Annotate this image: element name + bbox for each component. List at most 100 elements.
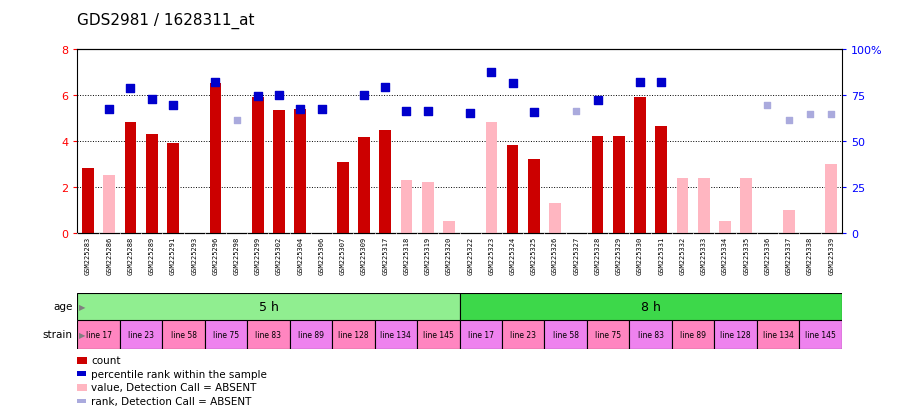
Text: GSM225307: GSM225307 — [339, 236, 346, 275]
Point — [314, 106, 329, 113]
Bar — [544, 320, 587, 349]
Text: GSM225323: GSM225323 — [489, 236, 494, 275]
Bar — [634, 98, 646, 233]
Bar — [400, 180, 412, 233]
Bar — [672, 320, 714, 349]
Text: line 23: line 23 — [128, 330, 154, 339]
Text: GSM225289: GSM225289 — [148, 236, 155, 275]
Bar — [783, 210, 794, 233]
Bar — [677, 178, 688, 233]
Bar — [630, 320, 672, 349]
Text: GSM225335: GSM225335 — [743, 236, 749, 275]
Text: GSM225324: GSM225324 — [510, 236, 516, 275]
Text: GSM225327: GSM225327 — [573, 236, 580, 275]
Point — [527, 109, 541, 116]
Bar — [443, 222, 455, 233]
Point — [463, 111, 478, 117]
Text: 5 h: 5 h — [258, 300, 278, 313]
Bar — [77, 320, 120, 349]
Text: line 145: line 145 — [805, 330, 836, 339]
Text: GSM225293: GSM225293 — [191, 236, 197, 275]
Text: GSM225322: GSM225322 — [467, 236, 473, 275]
Text: GSM225331: GSM225331 — [658, 236, 664, 275]
Bar — [205, 320, 248, 349]
Bar — [719, 222, 731, 233]
Bar — [332, 320, 375, 349]
Point — [569, 108, 583, 115]
Text: GSM225333: GSM225333 — [701, 236, 707, 275]
Text: GSM225328: GSM225328 — [594, 236, 601, 275]
Text: GSM225334: GSM225334 — [722, 236, 728, 275]
Bar — [486, 123, 497, 233]
Bar — [82, 169, 94, 233]
Bar — [587, 320, 630, 349]
Text: GSM225339: GSM225339 — [828, 236, 834, 275]
Bar — [460, 293, 842, 320]
Text: GSM225337: GSM225337 — [785, 236, 792, 275]
Text: percentile rank within the sample: percentile rank within the sample — [91, 369, 267, 379]
Bar — [592, 137, 603, 233]
Point — [654, 80, 669, 86]
Text: line 75: line 75 — [213, 330, 239, 339]
Text: GSM225291: GSM225291 — [170, 236, 176, 275]
Bar — [714, 320, 757, 349]
Text: line 17: line 17 — [468, 330, 494, 339]
Point — [166, 102, 180, 109]
Text: GSM225336: GSM225336 — [764, 236, 771, 275]
Text: GSM225298: GSM225298 — [234, 236, 239, 275]
Text: GSM225283: GSM225283 — [85, 236, 91, 275]
Bar — [655, 126, 667, 233]
Text: line 75: line 75 — [595, 330, 622, 339]
Bar — [252, 98, 264, 233]
Bar — [337, 162, 349, 233]
Text: line 128: line 128 — [721, 330, 751, 339]
Text: GSM225320: GSM225320 — [446, 236, 452, 275]
Bar — [757, 320, 799, 349]
Bar — [375, 320, 417, 349]
Point — [102, 106, 116, 113]
Bar — [146, 135, 157, 233]
Bar — [273, 110, 285, 233]
Point — [824, 112, 838, 119]
Text: ▶: ▶ — [79, 330, 86, 339]
Point — [803, 112, 817, 119]
Bar — [799, 320, 842, 349]
Bar — [528, 160, 540, 233]
Bar — [613, 137, 624, 233]
Bar — [167, 144, 178, 233]
Bar — [120, 320, 162, 349]
Text: line 128: line 128 — [339, 330, 369, 339]
Point — [250, 93, 265, 100]
Text: value, Detection Call = ABSENT: value, Detection Call = ABSENT — [91, 382, 257, 392]
Point — [145, 97, 159, 103]
Text: strain: strain — [43, 330, 73, 339]
Text: line 23: line 23 — [511, 330, 536, 339]
Bar — [460, 320, 502, 349]
Text: line 89: line 89 — [680, 330, 706, 339]
Text: GSM225299: GSM225299 — [255, 236, 261, 275]
Bar — [209, 84, 221, 233]
Point — [632, 80, 647, 86]
Text: 8 h: 8 h — [641, 300, 661, 313]
Text: count: count — [91, 355, 120, 365]
Point — [782, 117, 796, 124]
Text: GSM225286: GSM225286 — [106, 236, 112, 275]
Point — [357, 92, 371, 99]
Text: GSM225309: GSM225309 — [361, 236, 367, 275]
Point — [123, 85, 137, 92]
Text: line 83: line 83 — [638, 330, 663, 339]
Text: GSM225318: GSM225318 — [403, 236, 410, 275]
Text: line 145: line 145 — [423, 330, 454, 339]
Text: GDS2981 / 1628311_at: GDS2981 / 1628311_at — [77, 13, 255, 29]
Bar — [422, 183, 433, 233]
Bar — [162, 320, 205, 349]
Bar — [248, 320, 289, 349]
Point — [229, 117, 244, 124]
Text: GSM225325: GSM225325 — [531, 236, 537, 275]
Text: line 58: line 58 — [170, 330, 197, 339]
Text: line 134: line 134 — [763, 330, 794, 339]
Point — [484, 69, 499, 76]
Point — [760, 102, 774, 109]
Bar — [550, 204, 561, 233]
Text: GSM225332: GSM225332 — [680, 236, 685, 275]
